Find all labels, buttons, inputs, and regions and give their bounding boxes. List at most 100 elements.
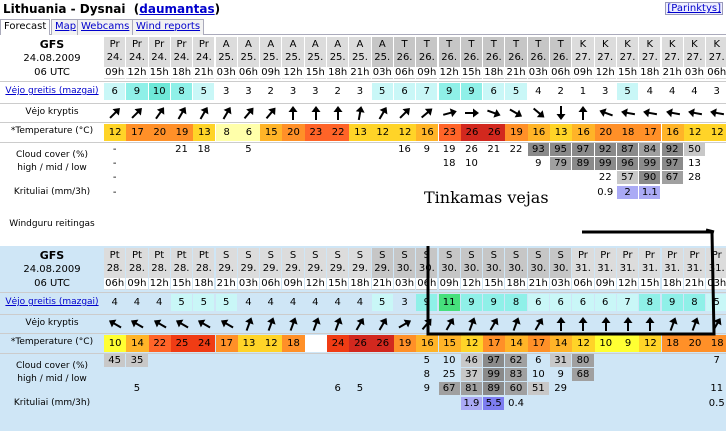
rain-cell: [327, 397, 348, 410]
rain-cell: [528, 397, 549, 410]
wind-speed-cell: 4: [646, 86, 654, 97]
cloud-low-cell: 5: [356, 383, 364, 394]
hour-cell: 03h: [527, 67, 549, 78]
wind-arrow-icon: [483, 317, 505, 331]
hour-cell: 06h: [260, 278, 282, 289]
wind-arrow-icon: [684, 107, 706, 119]
date-cell: 29.: [285, 263, 301, 274]
rain-cell: [662, 186, 683, 199]
cloud-high-cell: [171, 354, 192, 367]
rain-cell: [684, 186, 705, 199]
tab-map[interactable]: Map: [51, 19, 81, 35]
hour-cell: 15h: [304, 67, 326, 78]
day-cell: Š: [334, 250, 341, 261]
hour-cell: 06h: [237, 67, 260, 78]
tab-wind-reports[interactable]: Wind reports: [132, 19, 205, 35]
wind-arrow-icon: [104, 318, 126, 330]
day-cell: T: [468, 39, 475, 50]
cloud-mid-cell: 25: [442, 369, 456, 380]
rain-cell: [171, 186, 192, 199]
date-cell: 30.: [530, 263, 547, 274]
day-cell: T: [535, 39, 542, 50]
wind-speed-cell: 9: [416, 294, 438, 311]
cloud-mid-cell: 96: [616, 157, 639, 170]
wind-speed-cell: 4: [289, 297, 297, 308]
wind-speed-label[interactable]: Vėjo greitis (mazgai): [5, 297, 99, 307]
cloud-mid-cell: [238, 157, 259, 170]
wind-arrow-icon: [193, 318, 215, 330]
wind-arrow-icon: [439, 107, 461, 119]
temperature-label[interactable]: *Temperature (°C): [10, 337, 94, 347]
date-cell: 27.: [664, 52, 681, 63]
wind-speed-cell: 3: [602, 86, 609, 97]
day-cell: Pt: [109, 250, 120, 261]
rating-label: Windguru reitingas: [9, 219, 95, 229]
date-cell: 24.: [128, 52, 145, 63]
user-link[interactable]: daumantas: [139, 2, 215, 16]
cloud-mid-cell: [349, 368, 370, 381]
wind-arrow-icon: [461, 317, 483, 331]
cloud-mid-cell: [126, 157, 147, 170]
wind-arrow-icon: [439, 317, 461, 331]
day-cell: Pt: [131, 250, 142, 261]
hour-cell: 06h: [393, 67, 416, 78]
day-cell: S: [535, 250, 542, 261]
cloud-mid-cell: 9: [535, 158, 542, 169]
cloud-high-cell: 35: [126, 354, 148, 367]
date-cell: 26.: [485, 52, 502, 63]
cloud-low-cell: [684, 382, 705, 395]
cloud-mid-cell: 9: [557, 369, 564, 380]
wind-speed-cell: 2: [557, 86, 564, 97]
wind-speed-cell: 2: [334, 86, 341, 97]
cloud-low-cell: 9: [423, 383, 431, 394]
wind-arrow-icon: [104, 107, 126, 119]
cloud-mid-cell: [327, 368, 348, 381]
wind-speed-cell: 2: [267, 86, 274, 97]
cloud-high-cell: 87: [616, 143, 639, 156]
rain-cell: [238, 397, 259, 410]
cloud-low-cell: [349, 171, 370, 184]
wind-speed-cell: 4: [245, 297, 252, 308]
wind-speed-label[interactable]: Vėjo greitis (mazgai): [5, 86, 99, 96]
hour-cell: 09h: [126, 278, 148, 289]
wind-speed-cell: 9: [661, 294, 683, 311]
wind-speed-cell: 6: [594, 294, 616, 311]
date-cell: 25.: [218, 52, 235, 63]
day-cell: Pr: [109, 39, 120, 50]
wind-speed-cell: 4: [691, 86, 698, 97]
temperature-cell: 13: [550, 124, 573, 141]
cloud-high-cell: [372, 354, 393, 367]
cloud-high-cell: 7: [713, 355, 720, 366]
row-separator: [0, 292, 726, 293]
rain-cell: [572, 397, 593, 410]
rain-cell: [595, 397, 616, 410]
tab-forecast[interactable]: Forecast: [0, 19, 51, 35]
cloud-low-cell: -: [112, 172, 117, 183]
day-cell: K: [713, 39, 721, 50]
wind-arrow-icon: [639, 107, 661, 119]
cloud-high-cell: 46: [460, 354, 483, 367]
rain-cell: [149, 397, 170, 410]
options-link[interactable]: [Parinktys]: [665, 2, 723, 15]
cloud-low-cell: [282, 382, 303, 395]
wind-speed-cell: 5: [193, 294, 215, 311]
tab-webcams[interactable]: Webcams: [77, 19, 134, 35]
cloud-high-cell: [305, 354, 326, 367]
wind-speed-cell: 6: [483, 83, 505, 100]
temperature-cell: 16: [527, 124, 550, 141]
day-cell: T: [557, 39, 564, 50]
wind-arrow-icon: [639, 317, 661, 331]
day-cell: Š: [245, 250, 252, 261]
cloud-mid-cell: 68: [572, 368, 594, 381]
cloud-mid-cell: [305, 368, 326, 381]
wind-speed-cell: 5: [616, 83, 639, 100]
cloud-high-cell: [216, 143, 237, 156]
wind-speed-cell: 5: [215, 294, 237, 311]
day-cell: Pr: [176, 39, 187, 50]
cloud-high-cell: [394, 354, 415, 367]
cloud-high-cell: 5: [423, 355, 431, 366]
date-cell: 26.: [530, 52, 547, 63]
wind-speed-cell: 8: [639, 294, 661, 311]
temperature-label[interactable]: *Temperature (°C): [10, 126, 94, 136]
wind-speed-cell: 9: [460, 83, 483, 100]
